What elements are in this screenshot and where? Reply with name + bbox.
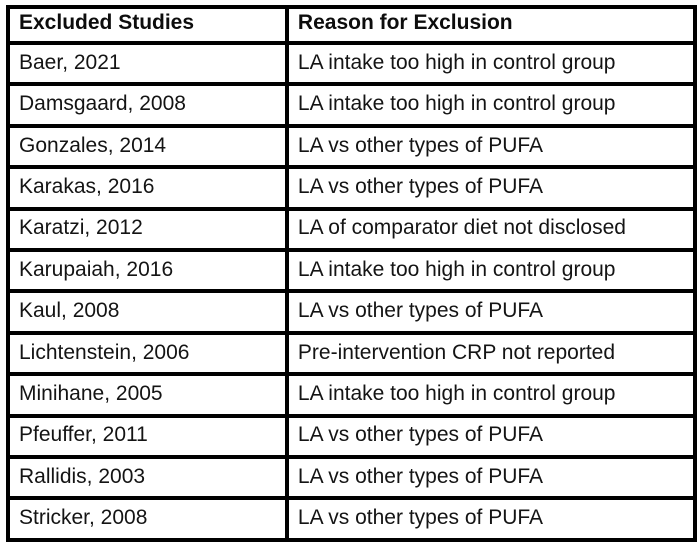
reason-cell: LA vs other types of PUFA bbox=[284, 165, 698, 211]
column-header-reason-for-exclusion: Reason for Exclusion bbox=[284, 5, 698, 45]
excluded-studies-table: Excluded Studies Reason for Exclusion Ba… bbox=[6, 5, 698, 542]
study-cell: Pfeuffer, 2011 bbox=[6, 413, 289, 460]
table-row: Karupaiah, 2016 LA intake too high in con… bbox=[6, 248, 698, 294]
reason-cell: LA of comparator diet not disclosed bbox=[284, 206, 698, 253]
table-row: Baer, 2021 LA intake too high in control … bbox=[6, 40, 698, 87]
study-cell: Stricker, 2008 bbox=[6, 496, 289, 542]
table-row: Pfeuffer, 2011 LA vs other types of PUFA bbox=[6, 413, 698, 460]
study-cell: Karatzi, 2012 bbox=[6, 206, 289, 253]
reason-cell: Pre-intervention CRP not reported bbox=[284, 330, 698, 377]
study-cell: Gonzales, 2014 bbox=[6, 123, 289, 170]
header-row: Excluded Studies Reason for Exclusion bbox=[6, 5, 698, 45]
table-row: Kaul, 2008 LA vs other types of PUFA bbox=[6, 289, 698, 335]
reason-cell: LA intake too high in control group bbox=[284, 40, 698, 87]
study-cell: Kaul, 2008 bbox=[6, 289, 289, 335]
study-cell: Karupaiah, 2016 bbox=[6, 248, 289, 294]
reason-cell: LA vs other types of PUFA bbox=[284, 123, 698, 170]
reason-cell: LA intake too high in control group bbox=[284, 248, 698, 294]
reason-cell: LA intake too high in control group bbox=[284, 82, 698, 128]
reason-cell: LA vs other types of PUFA bbox=[284, 455, 698, 501]
study-cell: Karakas, 2016 bbox=[6, 165, 289, 211]
reason-cell: LA vs other types of PUFA bbox=[284, 289, 698, 335]
reason-cell: LA vs other types of PUFA bbox=[284, 413, 698, 460]
study-cell: Rallidis, 2003 bbox=[6, 455, 289, 501]
table-body: Baer, 2021 LA intake too high in control … bbox=[6, 40, 698, 542]
study-cell: Minihane, 2005 bbox=[6, 372, 289, 418]
table-row: Damsgaard, 2008 LA intake too high in con… bbox=[6, 82, 698, 128]
column-header-excluded-studies: Excluded Studies bbox=[6, 5, 289, 45]
table-row: Minihane, 2005 LA intake too high in cont… bbox=[6, 372, 698, 418]
table-row: Rallidis, 2003 LA vs other types of PUFA bbox=[6, 455, 698, 501]
table-row: Stricker, 2008 LA vs other types of PUFA bbox=[6, 496, 698, 542]
table-row: Karatzi, 2012 LA of comparator diet not d… bbox=[6, 206, 698, 253]
study-cell: Baer, 2021 bbox=[6, 40, 289, 87]
reason-cell: LA intake too high in control group bbox=[284, 372, 698, 418]
reason-cell: LA vs other types of PUFA bbox=[284, 496, 698, 542]
study-cell: Lichtenstein, 2006 bbox=[6, 330, 289, 377]
table-row: Lichtenstein, 2006 Pre-intervention CRP n… bbox=[6, 330, 698, 377]
table-row: Gonzales, 2014 LA vs other types of PUFA bbox=[6, 123, 698, 170]
table-row: Karakas, 2016 LA vs other types of PUFA bbox=[6, 165, 698, 211]
study-cell: Damsgaard, 2008 bbox=[6, 82, 289, 128]
